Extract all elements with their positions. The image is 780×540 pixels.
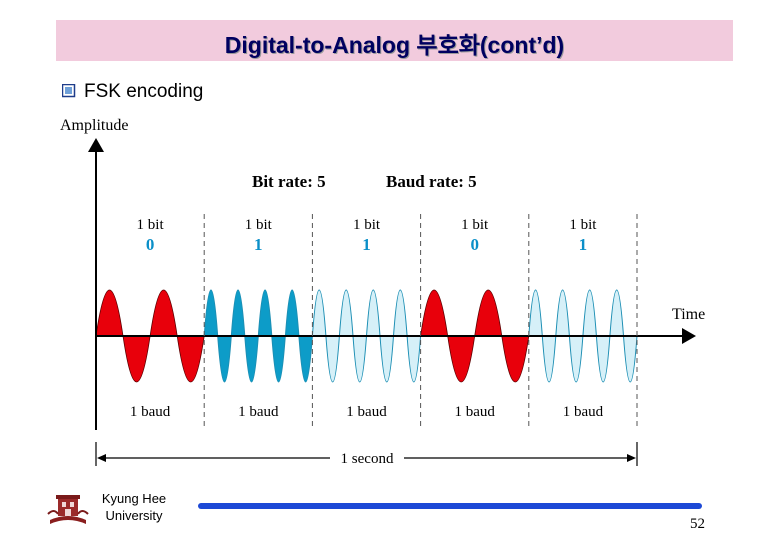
baud-rate-label: Baud rate: 5 xyxy=(386,172,477,191)
wave-lobe xyxy=(271,335,286,383)
bit-value: 1 xyxy=(254,235,263,254)
wave-lobe xyxy=(338,289,354,337)
university-name-line2: University xyxy=(105,508,163,523)
y-axis-label: Amplitude xyxy=(60,117,128,134)
wave-lobe xyxy=(122,335,151,383)
wave-lobe xyxy=(217,335,232,383)
wave-lobe xyxy=(582,289,597,337)
segment-labels: 1 bit 0 1 baud 1 bit 1 1 baud 1 bit 1 1 baud 1 bi… xyxy=(130,217,604,420)
footer-divider xyxy=(198,503,702,509)
wave-lobe xyxy=(284,289,300,337)
wave-lobe xyxy=(379,335,395,383)
duration-right-arrow-icon xyxy=(627,454,636,462)
page-number: 52 xyxy=(690,516,705,532)
wave-lobe xyxy=(528,289,543,337)
bit-label: 1 bit xyxy=(137,217,165,233)
duration-label: 1 second xyxy=(341,451,394,467)
wave-lobe xyxy=(325,335,340,383)
bit-value: 0 xyxy=(146,235,155,254)
wave-lobe xyxy=(149,289,178,337)
amplitude-axis-arrow-icon xyxy=(88,138,104,152)
fsk-waveforms xyxy=(95,289,638,383)
wave-lobe xyxy=(555,289,570,337)
wave-lobe xyxy=(257,289,273,337)
wave-lobe xyxy=(568,335,584,383)
bit-label: 1 bit xyxy=(461,217,489,233)
wave-lobe xyxy=(176,335,205,383)
bit-label: 1 bit xyxy=(245,217,273,233)
bit-rate-label: Bit rate: 5 xyxy=(252,172,326,191)
wave-lobe xyxy=(406,335,422,383)
bit-label: 1 bit xyxy=(353,217,381,233)
wave-lobe xyxy=(420,289,449,337)
wave-lobe xyxy=(622,335,638,383)
duration-left-arrow-icon xyxy=(97,454,106,462)
wave-lobe xyxy=(392,289,408,337)
baud-label: 1 baud xyxy=(454,404,495,420)
time-axis-arrow-icon xyxy=(682,328,696,344)
bullet-text: FSK encoding xyxy=(84,81,204,102)
bit-value: 0 xyxy=(470,235,479,254)
bit-label: 1 bit xyxy=(569,217,597,233)
wave-lobe xyxy=(365,289,381,337)
wave-lobe xyxy=(595,335,611,383)
bit-value: 1 xyxy=(579,235,588,254)
university-name-line1: Kyung Hee xyxy=(101,491,167,506)
wave-lobe xyxy=(501,335,530,383)
title-bar: Digital-to-Analog 부호화(cont’d) xyxy=(56,20,733,61)
duration-bracket: 1 second xyxy=(95,442,638,467)
wave-lobe xyxy=(244,335,259,383)
university-name: Kyung Hee University xyxy=(92,490,176,524)
bit-value: 1 xyxy=(362,235,371,254)
wave-lobe xyxy=(352,335,368,383)
slide-title: Digital-to-Analog 부호화(cont’d) xyxy=(224,32,565,58)
checkbox-bullet-icon xyxy=(62,84,76,98)
baud-label: 1 baud xyxy=(346,404,387,420)
university-seal-icon xyxy=(47,495,89,524)
wave-lobe xyxy=(298,335,313,383)
wave-lobe xyxy=(541,335,557,383)
x-axis-label: Time xyxy=(672,306,705,323)
wave-lobe xyxy=(230,289,246,337)
wave-lobe xyxy=(447,335,476,383)
wave-lobe xyxy=(311,289,327,337)
wave-lobe xyxy=(95,289,124,337)
baud-label: 1 baud xyxy=(238,404,279,420)
wave-lobe xyxy=(609,289,625,337)
wave-lobe xyxy=(203,289,219,337)
baud-label: 1 baud xyxy=(130,404,171,420)
baud-label: 1 baud xyxy=(563,404,604,420)
wave-lobe xyxy=(474,289,503,337)
